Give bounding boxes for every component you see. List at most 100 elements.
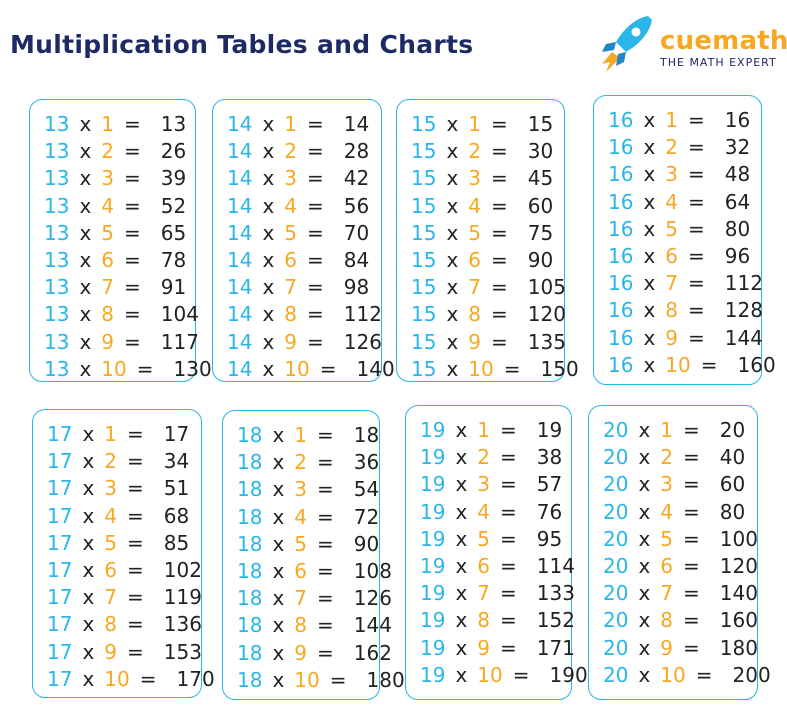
multiplier-number: 1: [284, 112, 298, 136]
base-number: 19: [420, 526, 446, 551]
multiplier-number: 2: [101, 139, 115, 164]
base-number: 17: [47, 557, 73, 582]
product-value: 70: [343, 220, 370, 245]
base-number: 18: [237, 531, 263, 556]
table-row: 14 x 4 = 56: [227, 193, 375, 220]
equals-sign: =: [127, 503, 144, 528]
equals-sign: =: [317, 450, 334, 475]
times-sign: x: [262, 220, 275, 245]
product-value: 144: [353, 613, 392, 638]
table-row: 20 x 7 = 140: [603, 580, 758, 607]
table-row: 13 x 6 = 78: [44, 247, 189, 274]
base-number: 15: [411, 193, 437, 218]
multiplier-number: 6: [665, 243, 679, 268]
product-value: 40: [719, 445, 746, 470]
base-number: 18: [237, 613, 263, 638]
table-row: 14 x 6 = 84: [227, 247, 375, 274]
times-sign: x: [638, 581, 651, 606]
times-sign: x: [643, 352, 656, 377]
table-row: 17 x 5 = 85: [47, 530, 195, 557]
table-row: 19 x 6 = 114: [420, 553, 575, 580]
multiplier-number: 8: [477, 608, 491, 633]
equals-sign: =: [500, 635, 517, 660]
product-value: 112: [724, 271, 763, 296]
base-number: 16: [608, 216, 634, 241]
product-value: 19: [536, 418, 563, 442]
product-value: 108: [353, 558, 392, 583]
multiplier-number: 6: [660, 553, 674, 578]
base-number: 16: [608, 162, 634, 187]
equals-sign: =: [491, 329, 508, 354]
times-sign: x: [446, 302, 459, 327]
multiplier-number: 7: [104, 585, 118, 610]
equals-sign: =: [139, 666, 157, 691]
equals-sign: =: [500, 608, 517, 633]
multiplier-number: 7: [284, 275, 298, 300]
base-number: 13: [44, 166, 70, 191]
product-value: 133: [536, 581, 575, 606]
base-number: 13: [44, 275, 70, 300]
equals-sign: =: [500, 418, 517, 442]
table-row: 20 x 5 = 100: [603, 526, 758, 553]
base-number: 18: [237, 558, 263, 583]
table-row: 18 x 1 = 18: [237, 422, 379, 449]
times-sign: x: [82, 422, 95, 446]
table-row: 20 x 1 = 20: [603, 417, 751, 444]
multiplier-number: 6: [294, 558, 308, 583]
equals-sign: =: [124, 220, 141, 245]
equals-sign: =: [491, 247, 508, 272]
product-value: 180: [366, 667, 405, 692]
equals-sign: =: [124, 275, 141, 300]
base-number: 18: [237, 423, 263, 447]
equals-sign: =: [317, 558, 334, 583]
equals-sign: =: [491, 275, 508, 300]
times-sign: x: [446, 220, 459, 245]
multiplier-number: 4: [477, 499, 491, 524]
product-value: 80: [719, 499, 746, 524]
base-number: 13: [44, 247, 70, 272]
times-sign: x: [79, 275, 92, 300]
times-sign: x: [643, 162, 656, 187]
multiplier-number: 9: [284, 329, 298, 354]
multiplier-number: 1: [468, 112, 482, 136]
multiplier-number: 8: [660, 608, 674, 633]
equals-sign: =: [491, 302, 508, 327]
base-number: 14: [227, 220, 253, 245]
product-value: 160: [719, 608, 758, 633]
table-row: 20 x 10 = 200: [603, 662, 771, 689]
multiplier-number: 4: [104, 503, 118, 528]
table-row: 18 x 6 = 108: [237, 558, 392, 585]
product-value: 126: [343, 329, 382, 354]
times-sign: x: [82, 639, 95, 664]
times-sign: x: [455, 499, 468, 524]
times-sign: x: [82, 666, 95, 691]
product-value: 98: [343, 275, 370, 300]
base-number: 19: [420, 608, 446, 633]
base-number: 19: [420, 472, 446, 497]
equals-sign: =: [683, 472, 700, 497]
product-value: 152: [536, 608, 575, 633]
multiplier-number: 10: [660, 662, 686, 687]
equals-sign: =: [317, 613, 334, 638]
product-value: 28: [343, 139, 370, 164]
base-number: 20: [603, 581, 629, 606]
table-row: 13 x 9 = 117: [44, 329, 199, 356]
times-sign: x: [262, 275, 275, 300]
multiplier-number: 8: [294, 613, 308, 638]
equals-sign: =: [695, 662, 713, 687]
base-number: 20: [603, 445, 629, 470]
equals-sign: =: [491, 166, 508, 191]
product-value: 72: [353, 504, 380, 529]
equals-sign: =: [307, 193, 324, 218]
table-row: 16 x 2 = 32: [608, 134, 755, 161]
product-value: 52: [160, 193, 187, 218]
base-number: 20: [603, 499, 629, 524]
multiplier-number: 7: [477, 581, 491, 606]
times-sign: x: [79, 139, 92, 164]
multiplier-number: 2: [477, 445, 491, 470]
multiplier-number: 5: [101, 220, 115, 245]
equals-sign: =: [307, 275, 324, 300]
multiplier-number: 5: [294, 531, 308, 556]
base-number: 16: [608, 108, 634, 132]
table-row: 19 x 2 = 38: [420, 444, 565, 471]
